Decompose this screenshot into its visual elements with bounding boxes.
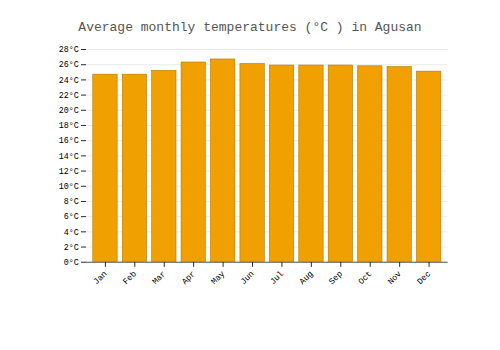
html-text:Average monthly temperatures (: Average monthly temperatures (°C ) in Ag… <box>78 20 422 35</box>
svg-text:Jun: Jun <box>239 269 257 287</box>
svg-text:8°C: 8°C <box>64 197 79 207</box>
svg-text:2°C: 2°C <box>64 243 79 253</box>
svg-text:14°C: 14°C <box>59 152 79 162</box>
svg-text:Oct: Oct <box>357 269 375 287</box>
svg-text:May: May <box>209 269 227 287</box>
svg-text:Jul: Jul <box>268 269 286 287</box>
svg-text:Aug: Aug <box>298 269 316 287</box>
svg-text:0°C: 0°C <box>64 258 79 268</box>
svg-text:6°C: 6°C <box>64 212 79 222</box>
svg-text:28°C: 28°C <box>59 45 79 55</box>
svg-text:18°C: 18°C <box>59 121 79 131</box>
svg-text:Feb: Feb <box>121 269 139 287</box>
svg-text:12°C: 12°C <box>59 167 79 177</box>
svg-text:20°C: 20°C <box>59 106 79 116</box>
svg-text:Jan: Jan <box>92 269 110 287</box>
svg-text:22°C: 22°C <box>59 91 79 101</box>
svg-text:Mar: Mar <box>151 269 169 287</box>
svg-text:26°C: 26°C <box>59 60 79 70</box>
svg-text:10°C: 10°C <box>59 182 79 192</box>
svg-text:Sep: Sep <box>327 269 345 287</box>
svg-text:Apr: Apr <box>180 269 198 287</box>
svg-text:4°C: 4°C <box>64 228 79 238</box>
svg-text:Dec: Dec <box>415 269 433 287</box>
svg-text:16°C: 16°C <box>59 136 79 146</box>
svg-text:24°C: 24°C <box>59 76 79 86</box>
svg-text:Nov: Nov <box>386 269 404 287</box>
